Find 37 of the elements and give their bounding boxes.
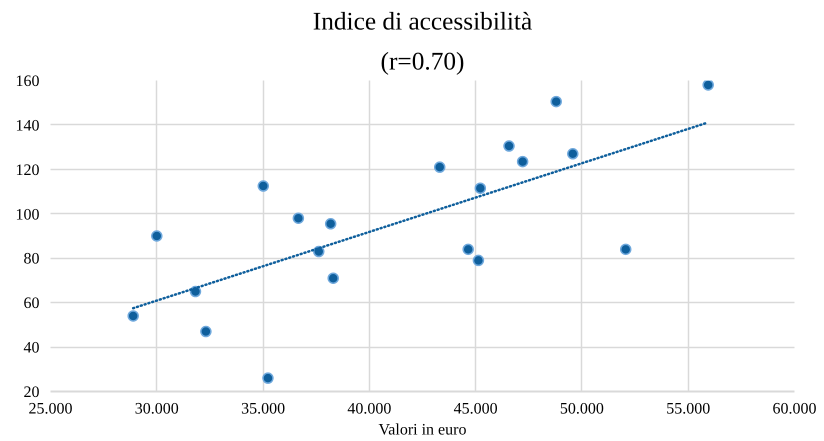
point [702,80,714,91]
x-tick-label: 60.000 [772,400,816,418]
point [262,372,274,384]
x-tick-label: 50.000 [560,400,604,418]
point [151,230,163,242]
y-tick-label: 80 [24,250,40,268]
y-tick-label: 20 [24,384,40,401]
point [324,218,336,230]
point [472,254,484,266]
x-tick-label: 55.000 [666,400,710,418]
point [258,180,270,192]
y-tick-label: 60 [24,295,40,312]
chart-title: Indice di accessibilità [312,8,532,36]
point [327,272,339,284]
x-tick-label: 45.000 [454,400,498,418]
point [620,244,632,256]
y-tick-label: 160 [16,73,40,90]
point [550,96,562,108]
y-tick-label: 120 [16,162,40,179]
point [434,161,446,173]
point [462,244,474,256]
x-tick-label: 30.000 [134,400,179,418]
point [567,148,579,160]
point [516,156,528,168]
point [292,212,304,224]
y-tick-label: 140 [16,117,40,134]
x-tick-label: 35.000 [241,400,286,418]
x-axis-title: Valori in euro [378,422,466,438]
y-tick-label: 40 [24,340,40,357]
point [474,182,486,194]
point [503,140,515,152]
point [200,326,212,338]
point [127,310,139,322]
x-tick-label: 25.000 [28,400,72,418]
x-tick-label: 40.000 [347,400,392,418]
chart-subtitle: (r=0.70) [380,48,464,76]
y-tick-label: 100 [16,206,40,224]
